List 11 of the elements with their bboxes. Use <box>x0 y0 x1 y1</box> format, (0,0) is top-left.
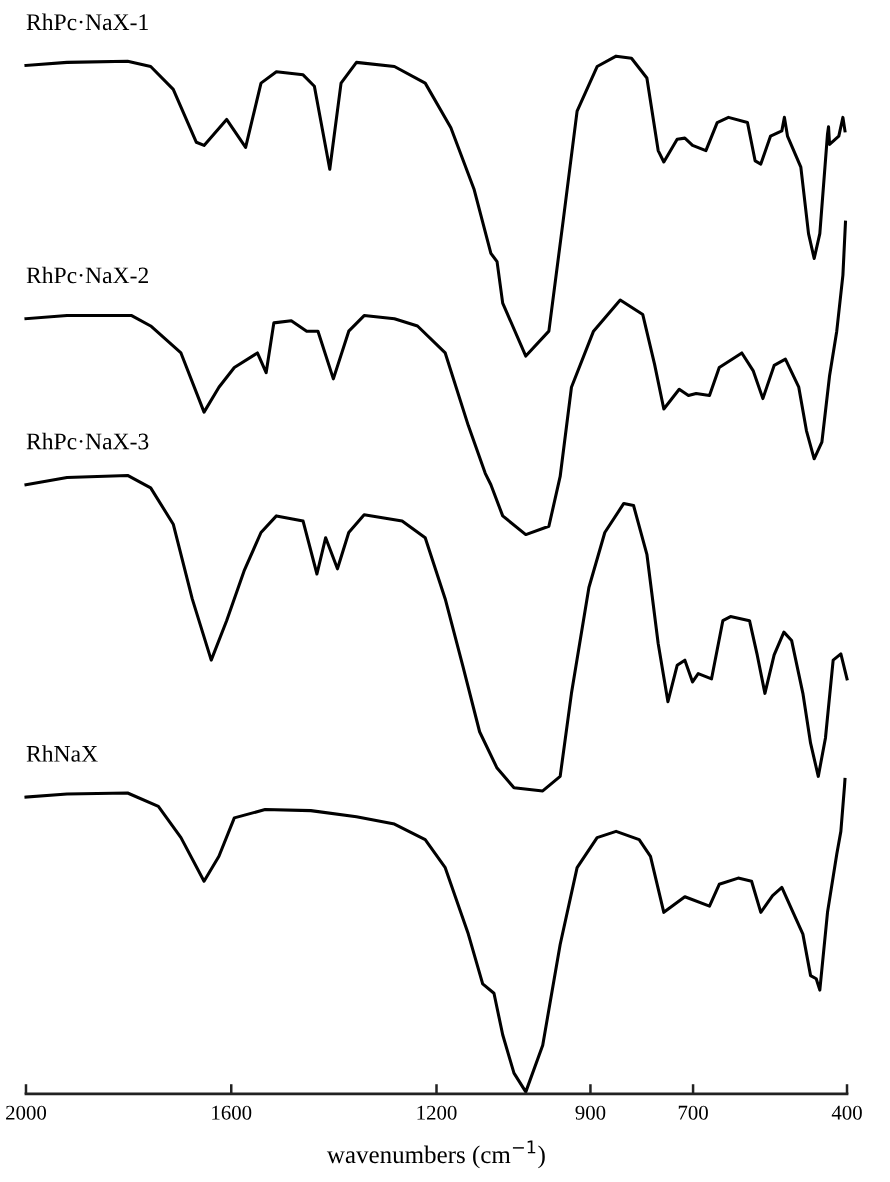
series-label: RhNaX <box>26 745 98 762</box>
x-tick-label: 2000 <box>6 1105 47 1120</box>
x-tick-label: 1200 <box>417 1105 457 1120</box>
series-label: RhPc·NaX-1 <box>26 13 148 31</box>
series-label: RhPc·NaX-3 <box>26 432 149 450</box>
x-tick-label: 400 <box>831 1105 862 1120</box>
x-axis-title: wavenumbers (cm$^{−1}$) <box>326 1140 545 1169</box>
x-tick-label: 1600 <box>212 1105 252 1120</box>
x-tick-label: 900 <box>575 1105 606 1120</box>
x-tick-label: 700 <box>678 1105 708 1120</box>
series-label: RhPc·NaX-2 <box>26 266 148 284</box>
